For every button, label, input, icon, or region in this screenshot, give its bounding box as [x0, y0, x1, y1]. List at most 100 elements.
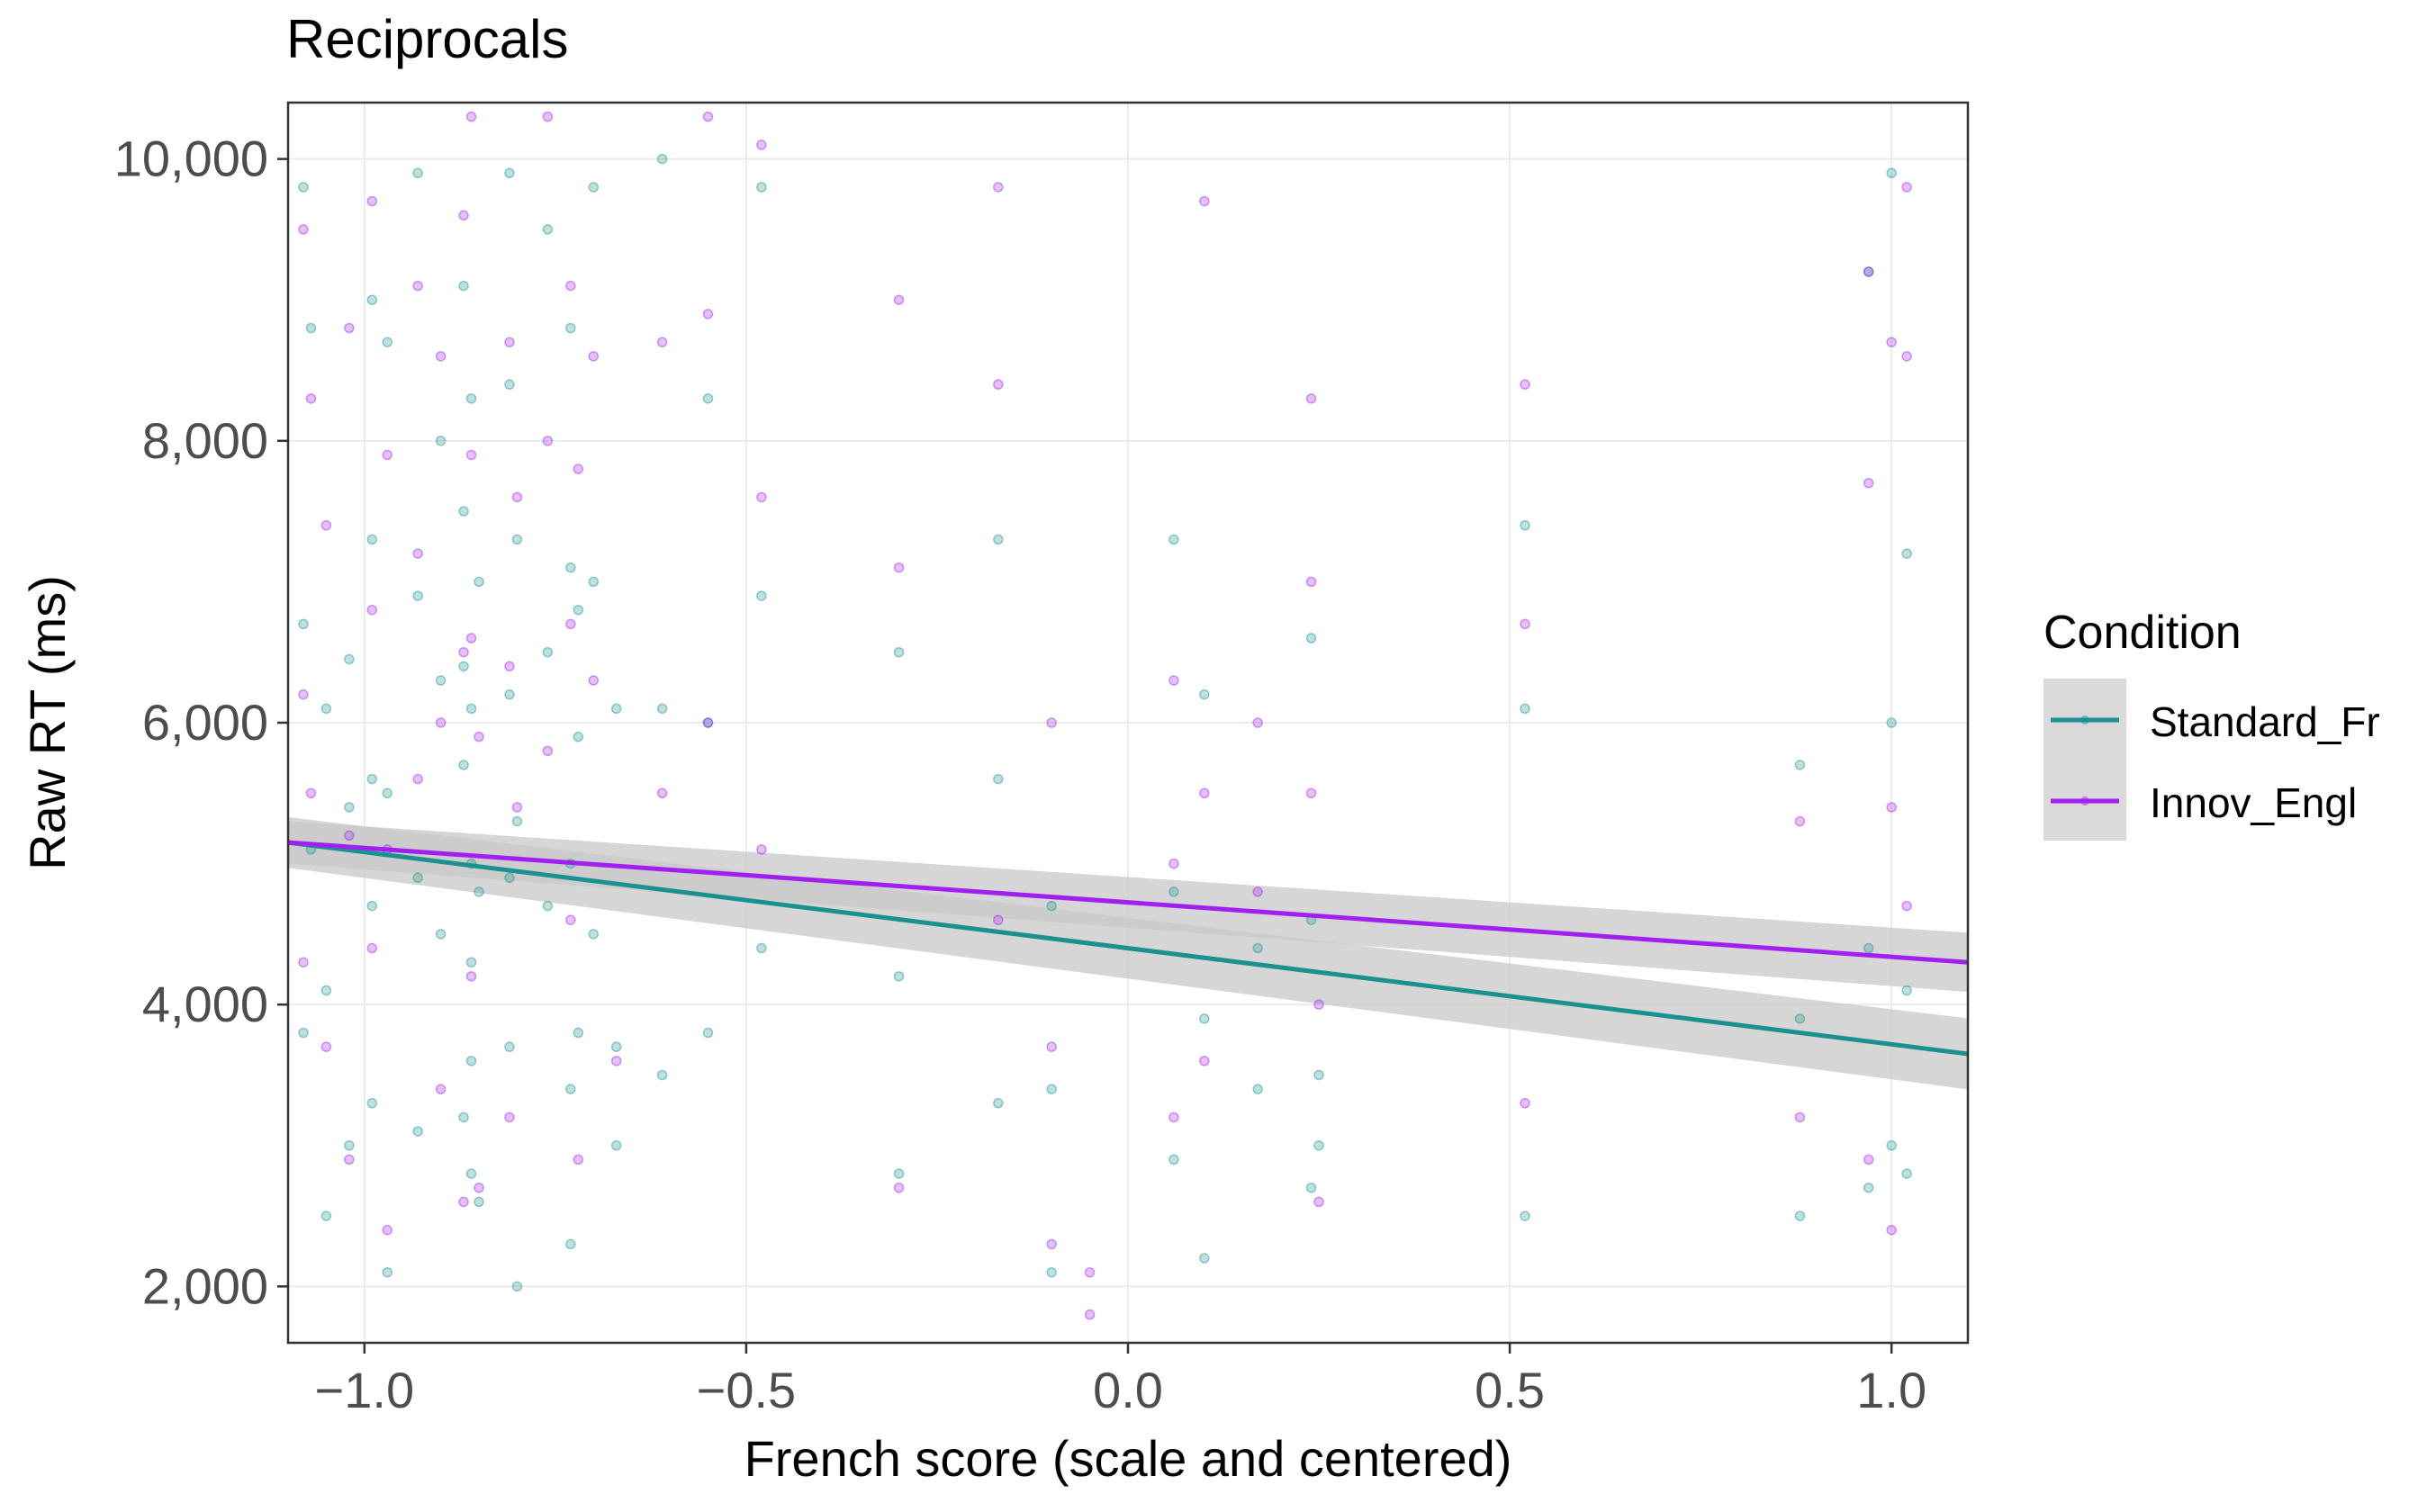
point-standard-fr: [504, 872, 515, 883]
y-tick-label: 8,000: [142, 412, 268, 469]
point-standard-fr: [298, 1027, 309, 1039]
ribbon-innov-engl: [288, 821, 1968, 993]
point-standard-fr: [702, 393, 714, 404]
point-innov-engl: [1305, 393, 1317, 404]
point-innov-engl: [565, 914, 576, 925]
point-innov-engl: [756, 844, 767, 855]
point-innov-engl: [465, 971, 477, 982]
point-standard-fr: [1199, 1013, 1210, 1024]
point-innov-engl: [1520, 379, 1530, 390]
point-standard-fr: [1794, 1013, 1806, 1024]
point-innov-engl: [1084, 1266, 1096, 1278]
fit-line-innov-engl: [287, 840, 1969, 965]
legend-label-standard-fr: Standard_Fr: [2150, 698, 2380, 745]
point-standard-fr: [656, 1069, 668, 1081]
point-innov-engl: [1863, 478, 1874, 489]
legend: Condition Standard_Fr Innov_Engl: [2044, 607, 2380, 841]
y-tick-label: 4,000: [142, 976, 268, 1032]
point-innov-engl: [1886, 802, 1897, 813]
point-innov-engl: [1863, 266, 1874, 277]
point-innov-engl: [1046, 1041, 1057, 1052]
point-standard-fr: [435, 675, 447, 686]
point-innov-engl: [1046, 1238, 1057, 1250]
point-standard-fr: [1168, 886, 1179, 897]
point-standard-fr: [305, 322, 317, 334]
point-standard-fr: [511, 1281, 523, 1292]
point-innov-engl: [702, 309, 714, 320]
point-innov-engl: [1252, 717, 1263, 728]
confidence-ribbons: [288, 816, 1968, 1090]
point-innov-engl: [344, 322, 355, 334]
point-standard-fr: [344, 653, 355, 665]
point-standard-fr: [1313, 1069, 1324, 1081]
point-standard-fr: [1305, 1183, 1317, 1193]
point-standard-fr: [1886, 1140, 1897, 1151]
fit-line-standard-fr: [287, 840, 1969, 1057]
point-standard-fr: [465, 957, 477, 968]
point-innov-engl: [1901, 182, 1912, 193]
point-innov-engl: [588, 675, 600, 686]
x-axis-ticks: −1.0 −0.5 0.0 0.5 1.0: [315, 1343, 1926, 1418]
point-innov-engl: [511, 491, 523, 503]
point-standard-fr: [382, 1266, 393, 1278]
point-standard-fr: [542, 646, 554, 658]
point-standard-fr: [366, 294, 378, 305]
point-innov-engl: [435, 351, 447, 362]
legend-label-innov-engl: Innov_Engl: [2150, 779, 2357, 826]
chart-title: Reciprocals: [286, 9, 568, 69]
point-standard-fr: [504, 379, 515, 390]
point-standard-fr: [320, 985, 332, 996]
point-innov-engl: [1168, 1112, 1179, 1123]
point-innov-engl: [465, 633, 477, 644]
point-innov-engl: [993, 182, 1004, 193]
point-standard-fr: [756, 590, 767, 601]
point-standard-fr: [504, 167, 515, 179]
point-innov-engl: [412, 548, 423, 559]
point-innov-engl: [573, 1154, 584, 1166]
x-axis-title: French score (scale and centered): [744, 1430, 1512, 1487]
point-innov-engl: [1520, 618, 1530, 630]
point-standard-fr: [565, 1084, 576, 1094]
point-standard-fr: [610, 1140, 622, 1151]
point-innov-engl: [1886, 337, 1897, 347]
point-standard-fr: [344, 1140, 355, 1151]
point-innov-engl: [1252, 886, 1263, 897]
point-innov-engl: [1046, 717, 1057, 728]
point-innov-engl: [412, 280, 423, 292]
point-innov-engl: [573, 464, 584, 474]
point-standard-fr: [756, 942, 767, 954]
point-standard-fr: [893, 971, 905, 982]
point-standard-fr: [465, 393, 477, 404]
point-innov-engl: [344, 830, 355, 842]
point-standard-fr: [1305, 633, 1317, 644]
point-innov-engl: [1901, 900, 1912, 912]
point-innov-engl: [1168, 675, 1179, 686]
point-standard-fr: [1046, 900, 1057, 912]
point-standard-fr: [588, 182, 600, 193]
point-innov-engl: [656, 788, 668, 799]
point-standard-fr: [298, 618, 309, 630]
point-standard-fr: [1886, 167, 1897, 179]
point-standard-fr: [511, 534, 523, 545]
point-standard-fr: [588, 576, 600, 588]
point-standard-fr: [435, 436, 447, 446]
point-standard-fr: [702, 717, 714, 728]
point-standard-fr: [320, 703, 332, 715]
point-innov-engl: [465, 449, 477, 461]
point-standard-fr: [1520, 1210, 1530, 1221]
point-innov-engl: [756, 491, 767, 503]
point-standard-fr: [412, 872, 423, 883]
point-standard-fr: [573, 731, 584, 742]
point-innov-engl: [565, 618, 576, 630]
point-innov-engl: [893, 1183, 905, 1193]
point-standard-fr: [412, 590, 423, 601]
point-standard-fr: [465, 703, 477, 715]
point-innov-engl: [610, 1056, 622, 1066]
point-innov-engl: [465, 111, 477, 122]
point-innov-engl: [504, 337, 515, 347]
point-standard-fr: [573, 604, 584, 616]
point-standard-fr: [474, 1196, 484, 1208]
point-innov-engl: [366, 604, 378, 616]
point-standard-fr: [1168, 534, 1179, 545]
